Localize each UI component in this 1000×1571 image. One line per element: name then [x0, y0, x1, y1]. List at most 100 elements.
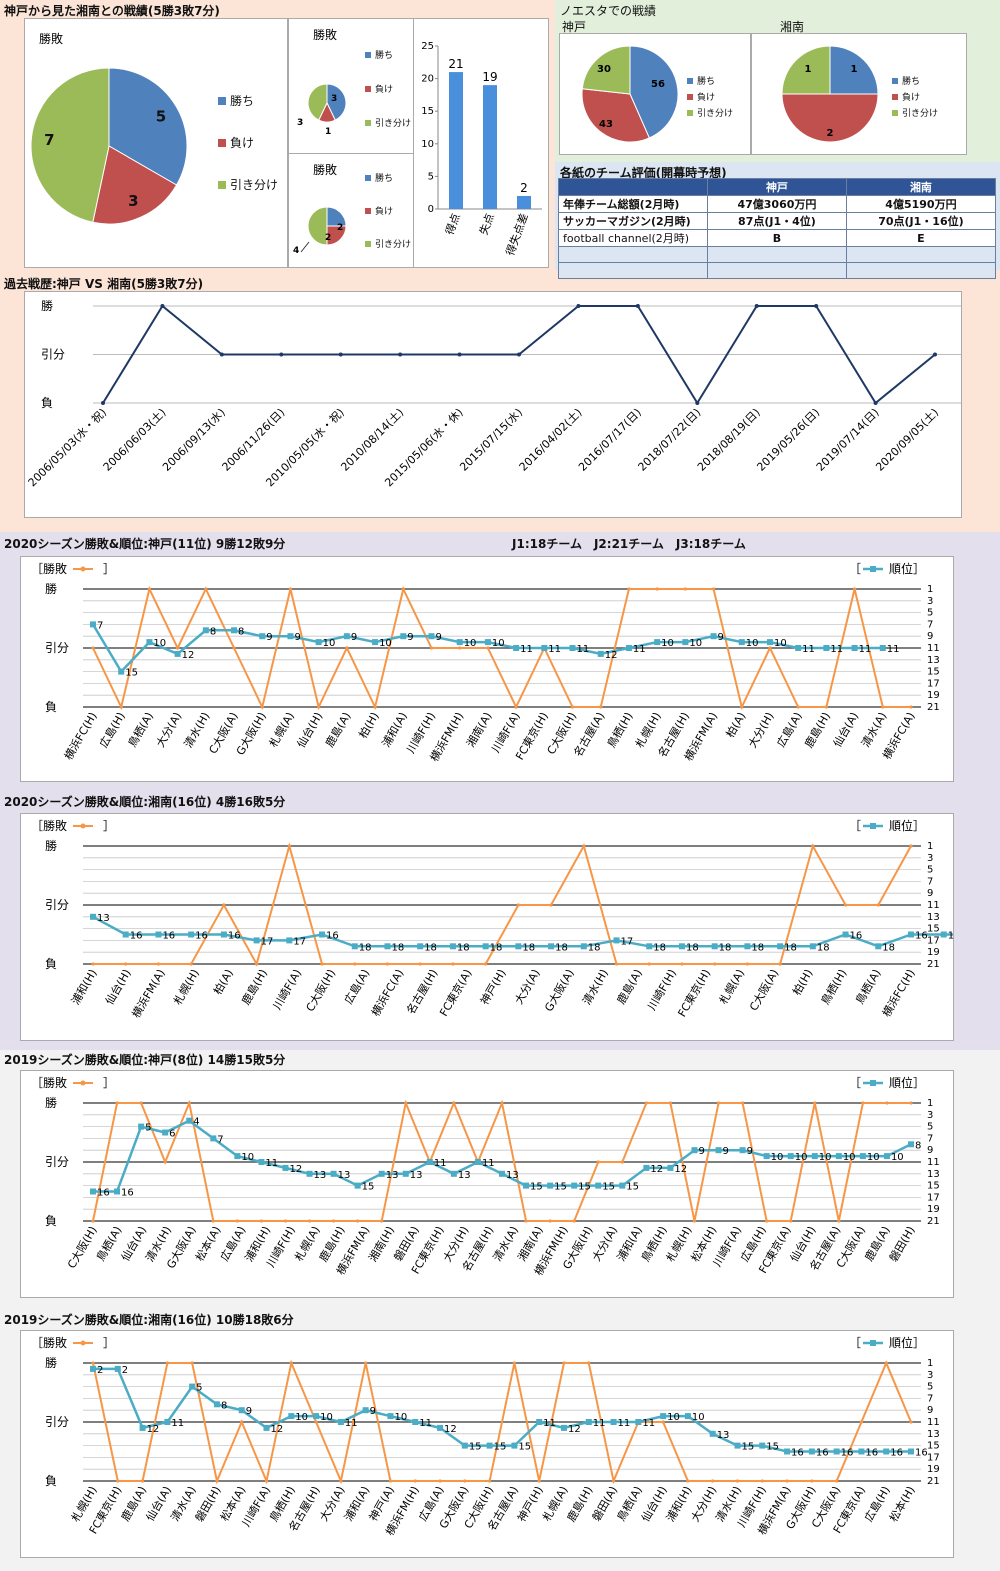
legend-result-end: ］ [103, 562, 115, 576]
rank-point [842, 931, 849, 938]
ratings-title: 各紙のチーム評価(開幕時予想) [560, 166, 727, 180]
rank-tick-label: 13 [927, 1169, 940, 1180]
result-point [438, 1479, 442, 1483]
legend-swatch [365, 52, 371, 58]
rank-value-label: 11 [593, 1418, 606, 1429]
season-2019-kobe-box: 1 3 5 7 9 11 13 15 17 19 21 勝引分負 ［勝敗 ］ ［ 順位］ 16 16 5 6 4 7 10 1… [20, 1070, 954, 1298]
rank-point [387, 1413, 394, 1420]
result-point [401, 587, 405, 591]
history-point [279, 352, 284, 357]
legend-swatch [687, 94, 693, 100]
result-point [570, 705, 575, 709]
rank-value-label: 13 [458, 1170, 471, 1181]
result-point [488, 1479, 492, 1483]
rank-value-label: 13 [717, 1430, 730, 1441]
legend-rank-marker [870, 1340, 876, 1346]
legend-result-marker [80, 1340, 86, 1346]
opponent-label: 鹿島(A) [614, 967, 645, 1007]
rank-point [541, 645, 548, 651]
rank-value-label: 9 [246, 1406, 252, 1417]
rank-point [710, 633, 717, 640]
result-point [356, 1219, 360, 1223]
rank-value-label: 16 [915, 931, 928, 942]
result-point [745, 962, 750, 966]
rank-point [784, 1448, 791, 1455]
rank-tick-label: 11 [927, 1417, 940, 1428]
rank-value-label: 10 [795, 1152, 808, 1163]
pie-slice-label: 43 [599, 119, 613, 130]
result-point [287, 844, 291, 848]
result-point [404, 1101, 408, 1105]
rank-value-label: 15 [741, 1442, 754, 1453]
rank-value-label: 13 [314, 1170, 327, 1181]
rank-point [547, 1182, 554, 1189]
result-point [813, 1101, 817, 1105]
rank-value-label: 18 [359, 942, 372, 953]
result-point [516, 903, 520, 907]
opponent-label: 横浜FC(A) [368, 967, 406, 1019]
result-label: 引分 [45, 898, 69, 912]
ratings-empty-cell [845, 246, 997, 263]
result-point [91, 1219, 95, 1223]
rank-value-label: 18 [490, 942, 503, 953]
result-point [156, 962, 161, 966]
y-label: 負 [41, 396, 53, 410]
opponent-label: 鳥栖(A) [852, 967, 883, 1007]
opponent-label: 川崎F(A) [270, 967, 304, 1012]
legend-label: 引き分け [230, 178, 278, 192]
rank-value-label: 9 [718, 632, 724, 643]
rank-value-label: 18 [653, 942, 666, 953]
result-point [587, 1361, 591, 1365]
result-point [463, 1479, 467, 1483]
result-point [627, 587, 631, 591]
result-point [876, 903, 880, 907]
result-point [512, 1361, 516, 1365]
history-point [338, 352, 343, 357]
rank-value-label: 9 [747, 1146, 753, 1157]
result-point [232, 646, 236, 650]
rank-value-label: 11 [802, 644, 815, 655]
result-point [91, 646, 95, 650]
rank-tick-label: 17 [927, 678, 940, 689]
x-tick-label: 2016/04/02(土) [517, 406, 585, 474]
rank-point [711, 943, 718, 950]
x-tick-label: 2006/11/26(日) [220, 406, 288, 474]
rank-point [330, 1170, 337, 1177]
rank-tick-label: 9 [927, 888, 933, 899]
result-point [824, 705, 828, 709]
result-point [264, 1479, 269, 1483]
ratings-header-blank [558, 178, 708, 196]
ratings-header-kobe: 神戸 [707, 178, 847, 196]
rank-value-label: 18 [751, 942, 764, 953]
rank-point [90, 1365, 96, 1372]
rank-point [635, 1419, 642, 1425]
legend-result-label: ［勝敗 [31, 818, 67, 833]
rank-value-label: 9 [351, 632, 357, 643]
legend-result-label: ［勝敗 [31, 561, 67, 576]
pie-slice-loss [92, 145, 178, 225]
result-point [163, 1160, 167, 1164]
legend-rank-marker [870, 823, 876, 829]
opponent-label: 鹿島(H) [801, 710, 833, 751]
ratings-row-label: 年俸チーム総額(2月時) [558, 195, 708, 213]
legend-label: 引き分け [375, 118, 411, 129]
legend-label: 勝ち [375, 172, 393, 184]
legend-label: 負け [697, 91, 715, 103]
y-tick-label: 20 [421, 74, 434, 85]
history-point [933, 352, 937, 357]
result-point [288, 587, 293, 591]
result-point [500, 1101, 504, 1105]
ratings-empty-cell [845, 262, 997, 279]
rank-point [400, 633, 407, 640]
legend-swatch [365, 120, 371, 126]
pie-slice-label: 5 [156, 107, 166, 125]
rank-point [808, 1448, 815, 1455]
rank-tick-label: 21 [927, 1476, 940, 1487]
rank-value-label: 11 [859, 644, 872, 655]
rank-point [715, 1147, 722, 1154]
rank-point [660, 1413, 667, 1420]
legend-label: 引き分け [902, 108, 938, 119]
pie-slice-label: 7 [44, 131, 54, 149]
rank-tick-label: 11 [927, 643, 940, 654]
